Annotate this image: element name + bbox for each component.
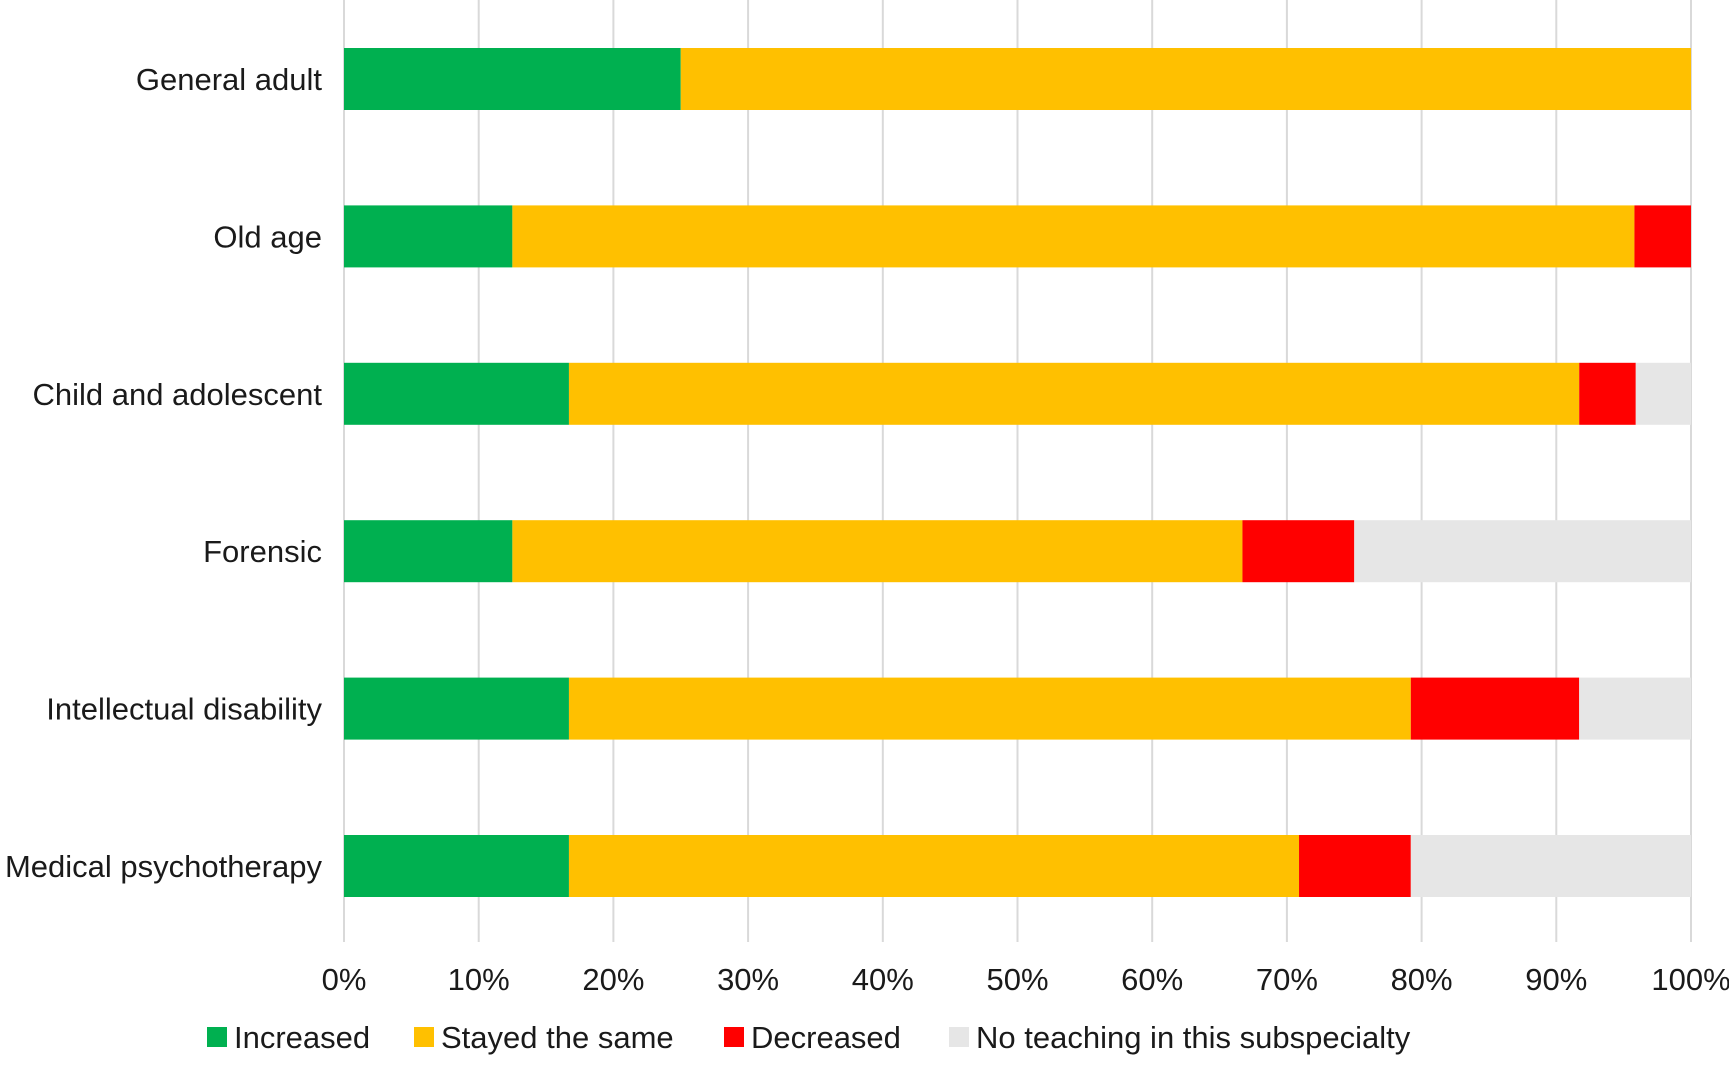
legend: Increased Stayed the same Decreased No teac… xyxy=(207,1020,1411,1055)
bar-segment-decreased xyxy=(1242,520,1355,583)
category-label: Medical psychotherapy xyxy=(5,849,323,884)
legend-swatch xyxy=(207,1027,227,1047)
bar-segment-increased xyxy=(344,48,681,110)
x-tick-label: 70% xyxy=(1256,962,1318,997)
bars xyxy=(344,48,1691,897)
legend-swatch xyxy=(724,1027,744,1047)
category-label: Old age xyxy=(213,219,322,254)
bar-segment-decreased xyxy=(1634,205,1691,268)
bar-segment-stayed-the-same xyxy=(512,520,1243,583)
bar-segment-no-teaching-in-this-subspecialty xyxy=(1410,835,1691,897)
category-label: Intellectual disability xyxy=(46,692,322,727)
x-tick-label: 50% xyxy=(986,962,1048,997)
legend-label: Increased xyxy=(234,1020,370,1055)
x-tick-label: 90% xyxy=(1525,962,1587,997)
x-tick-label: 30% xyxy=(717,962,779,997)
category-label: General adult xyxy=(136,62,323,97)
bar-segment-stayed-the-same xyxy=(512,205,1635,268)
x-tick-label: 60% xyxy=(1121,962,1183,997)
legend-label: Decreased xyxy=(751,1020,901,1055)
x-axis-ticks: 0% 10% 20% 30% 40% 50% 60% 70% 80% 90% 100% xyxy=(322,962,1729,997)
x-tick-label: 20% xyxy=(582,962,644,997)
gridlines xyxy=(343,0,1692,942)
category-labels: General adult Old age Child and adolescent… xyxy=(5,62,323,884)
legend-label: Stayed the same xyxy=(441,1020,674,1055)
bar-segment-stayed-the-same xyxy=(568,362,1580,425)
bar-segment-decreased xyxy=(1410,677,1580,740)
bar-segment-decreased xyxy=(1579,362,1636,425)
bar-segment-decreased xyxy=(1299,835,1411,897)
bar-segment-increased xyxy=(344,520,513,583)
x-tick-label: 0% xyxy=(322,962,367,997)
x-tick-label: 10% xyxy=(448,962,510,997)
bar-segment-increased xyxy=(344,362,569,425)
bar-segment-no-teaching-in-this-subspecialty xyxy=(1635,362,1691,425)
bar-segment-increased xyxy=(344,677,569,740)
bar-segment-no-teaching-in-this-subspecialty xyxy=(1579,677,1691,740)
x-tick-label: 40% xyxy=(852,962,914,997)
legend-swatch xyxy=(414,1027,434,1047)
bar-segment-increased xyxy=(344,835,569,897)
bar-segment-stayed-the-same xyxy=(680,48,1691,110)
bar-segment-stayed-the-same xyxy=(568,677,1411,740)
legend-label: No teaching in this subspecialty xyxy=(976,1020,1411,1055)
x-tick-label: 80% xyxy=(1391,962,1453,997)
legend-swatch xyxy=(949,1027,969,1047)
bar-segment-stayed-the-same xyxy=(568,835,1300,897)
bar-segment-increased xyxy=(344,205,513,268)
x-tick-label: 100% xyxy=(1651,962,1729,997)
bar-segment-no-teaching-in-this-subspecialty xyxy=(1354,520,1691,583)
category-label: Forensic xyxy=(203,534,322,569)
category-label: Child and adolescent xyxy=(32,377,322,412)
